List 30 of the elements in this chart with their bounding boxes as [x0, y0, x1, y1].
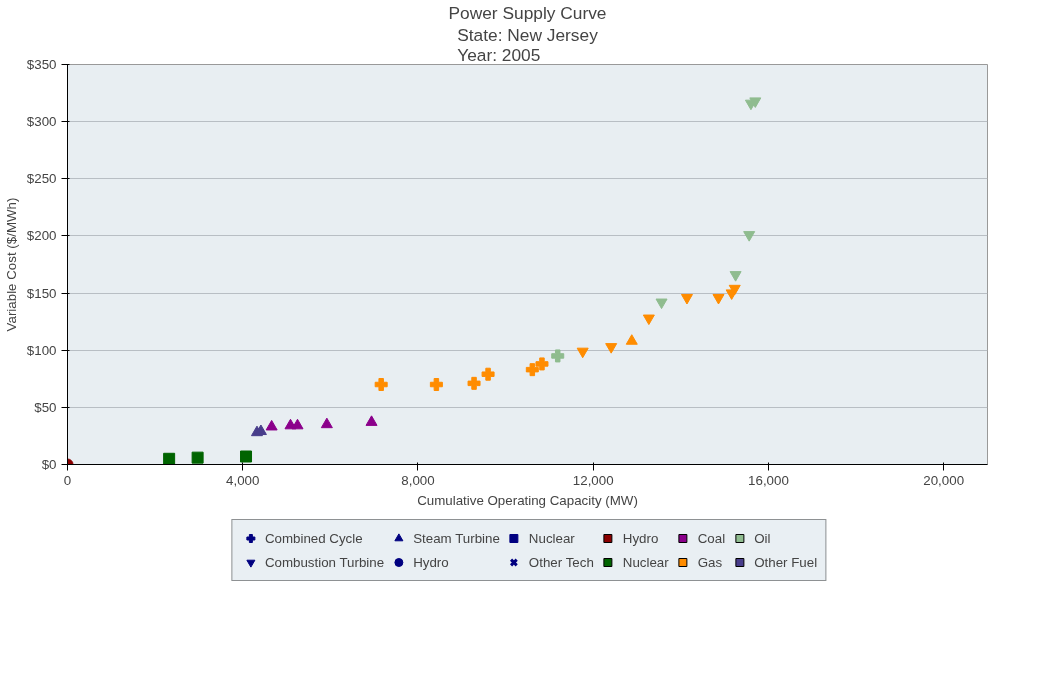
legend-label: Nuclear	[528, 530, 575, 546]
legend-label: Hydro	[413, 554, 449, 570]
y-tick-label: $100	[26, 342, 57, 358]
chart-title: Power Supply Curve	[448, 2, 607, 23]
legend-label: Hydro	[622, 530, 659, 546]
legend-label: Other Fuel	[754, 554, 818, 570]
chart-subtitle: State: New Jersey Year: 2005	[457, 24, 599, 65]
x-tick-label: 0	[63, 472, 72, 488]
legend-label: Other Tech	[528, 554, 594, 570]
x-tick-label: 8,000	[401, 472, 435, 488]
y-tick-label: $250	[26, 171, 57, 187]
legend-label: Oil	[754, 530, 772, 546]
y-tick-label: $50	[34, 399, 57, 415]
y-axis-title: Variable Cost ($/MWh)	[3, 197, 19, 332]
legend-label: Gas	[697, 554, 723, 570]
x-tick-label: 20,000	[923, 472, 965, 488]
legend-label: Combined Cycle	[264, 530, 363, 546]
y-tick-label: $200	[26, 228, 57, 244]
y-tick-label: $350	[26, 57, 57, 72]
x-tick-label: 4,000	[226, 472, 260, 488]
legend-label: Nuclear	[622, 554, 669, 570]
x-tick-label: 16,000	[748, 472, 789, 488]
legend-label: Coal	[697, 530, 726, 546]
legend-label: Steam Turbine	[413, 530, 500, 546]
y-tick-label: $0	[41, 457, 57, 472]
legend-label: Combustion Turbine	[264, 554, 385, 570]
x-axis-title: Cumulative Operating Capacity (MW)	[417, 492, 638, 508]
x-tick-label: 12,000	[572, 472, 614, 488]
y-tick-label: $150	[26, 285, 57, 301]
y-tick-label: $300	[26, 114, 57, 130]
